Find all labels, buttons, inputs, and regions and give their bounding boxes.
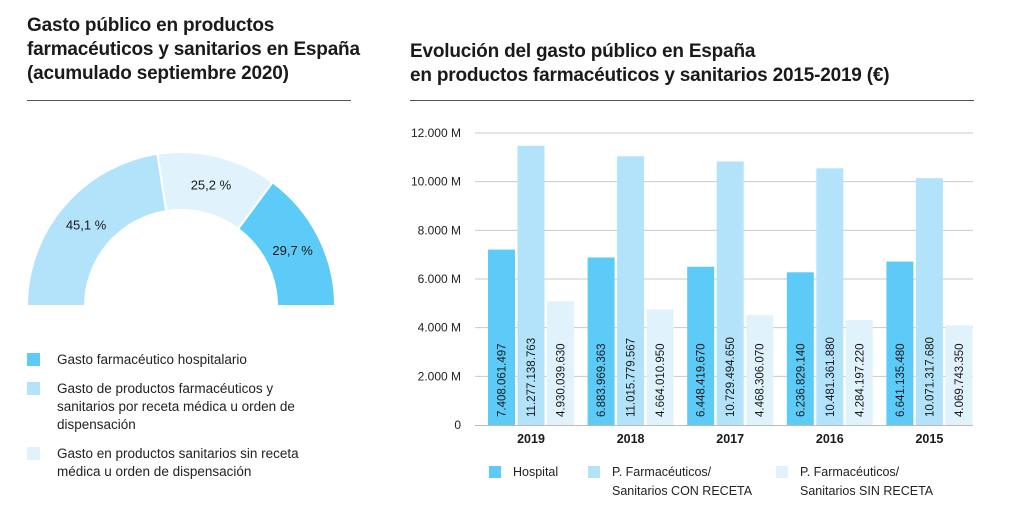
donut-chart-title: Gasto público en productos farmacéuticos… [27, 14, 367, 86]
donut-slice-label: 29,7 % [272, 243, 313, 258]
donut-chart-title-line: (acumulado septiembre 2020) [27, 63, 289, 84]
y-tick-label: 8.000 M [418, 223, 461, 237]
bar-value-label: 4.069.743.350 [954, 343, 966, 417]
legend-label: sanitarios por receta médica u orden de [57, 399, 295, 414]
bar-value-label: 4.664.010.950 [655, 343, 667, 417]
bar-con_receta [915, 178, 943, 425]
bar-sin_receta [845, 320, 873, 425]
x-tick-label: 2018 [617, 432, 645, 446]
legend-swatch-sin-receta [776, 466, 788, 478]
bar-legend-item-con-receta: P. Farmacéuticos/ Sanitarios CON RECETA [588, 463, 752, 501]
legend-label: P. Farmacéuticos/ [612, 465, 712, 479]
legend-item-con-receta: Gasto de productos farmacéuticos y sanit… [27, 380, 327, 434]
bar-con_receta [517, 145, 545, 425]
legend-label: Hospital [513, 465, 559, 479]
bar-sin_receta [646, 309, 674, 425]
bar-value-label: 4.284.197.220 [854, 343, 866, 417]
x-tick-label: 2016 [816, 432, 844, 446]
bar-value-label: 11.015.779.567 [626, 338, 638, 417]
y-tick-label: 4.000 M [418, 321, 461, 335]
y-tick-label: 10.000 M [411, 175, 461, 189]
bar-value-label: 4.468.306.070 [755, 343, 767, 417]
bar-sin_receta [547, 301, 574, 425]
legend-label: Sanitarios CON RECETA [612, 484, 753, 498]
bar-sin_receta [945, 325, 973, 425]
donut-chart-title-line: Gasto público en productos [27, 15, 275, 36]
y-tick-label: 2.000 M [418, 369, 461, 383]
bar-legend-item-hospital: Hospital [489, 463, 558, 482]
bar-hospital [587, 257, 615, 425]
legend-label: Sanitarios SIN RECETA [800, 484, 934, 498]
right-title-divider [410, 100, 974, 101]
bar-hospital [488, 249, 515, 425]
legend-label: Gasto de productos farmacéuticos y [57, 381, 274, 396]
bar-legend-item-sin-receta: P. Farmacéuticos/ Sanitarios SIN RECETA [776, 463, 933, 501]
bar-con_receta [617, 156, 645, 426]
legend-label: Gasto farmacéutico hospitalario [57, 352, 247, 367]
x-tick-label: 2017 [716, 432, 744, 446]
legend-item-hospital: Gasto farmacéutico hospitalario [27, 351, 327, 369]
bar-con_receta [716, 161, 744, 425]
legend-swatch-con-receta [588, 466, 600, 478]
x-tick-label: 2015 [915, 432, 943, 446]
bar-hospital [687, 266, 715, 425]
legend-swatch-sin-receta [27, 447, 40, 460]
bar-value-label: 4.930.039.630 [556, 343, 568, 417]
bar-value-label: 10.481.361.880 [825, 337, 837, 417]
bar-chart-title-line: Evolución del gasto público en España [410, 41, 756, 62]
bar-hospital [886, 261, 914, 425]
bar-hospital [786, 272, 814, 425]
legend-label: médica u orden de dispensación [57, 464, 252, 479]
bar-value-label: 6.448.419.670 [696, 343, 708, 417]
y-tick-label: 0 [454, 418, 461, 432]
donut-chart-title-line: farmacéuticos y sanitarios en España [27, 39, 360, 60]
y-tick-label: 6.000 M [418, 272, 461, 286]
bar-value-label: 11.277.138.763 [526, 338, 538, 417]
bar-value-label: 6.236.829.140 [795, 343, 807, 417]
left-title-divider [27, 100, 351, 101]
legend-swatch-hospital [489, 466, 501, 478]
bar-value-label: 10.071.317.680 [924, 337, 936, 417]
y-tick-label: 12.000 M [411, 126, 461, 140]
x-tick-label: 2019 [517, 432, 545, 446]
legend-label: Gasto en productos sanitarios sin receta [57, 446, 299, 461]
bar-sin_receta [746, 315, 774, 425]
donut-slice-label: 45,1 % [66, 218, 107, 233]
legend-label: dispensación [57, 417, 136, 432]
donut-slice-label: 25,2 % [191, 178, 232, 193]
bar-value-label: 6.883.969.363 [596, 343, 608, 417]
bar-value-label: 6.641.135.480 [895, 343, 907, 417]
legend-swatch-hospital [27, 353, 40, 366]
legend-item-sin-receta: Gasto en productos sanitarios sin receta… [27, 445, 327, 481]
bar-value-label: 10.729.494.650 [725, 337, 737, 417]
bar-con_receta [816, 168, 844, 425]
legend-swatch-con-receta [27, 382, 40, 395]
bar-value-label: 7.408.061.497 [497, 343, 509, 417]
bar-chart-title-line: en productos farmacéuticos y sanitarios … [410, 65, 890, 86]
donut-slice-hospital [236, 180, 337, 307]
donut-slice-con_receta [25, 152, 168, 307]
bar-chart-title: Evolución del gasto público en España en… [410, 40, 1010, 88]
legend-label: P. Farmacéuticos/ [800, 465, 900, 479]
